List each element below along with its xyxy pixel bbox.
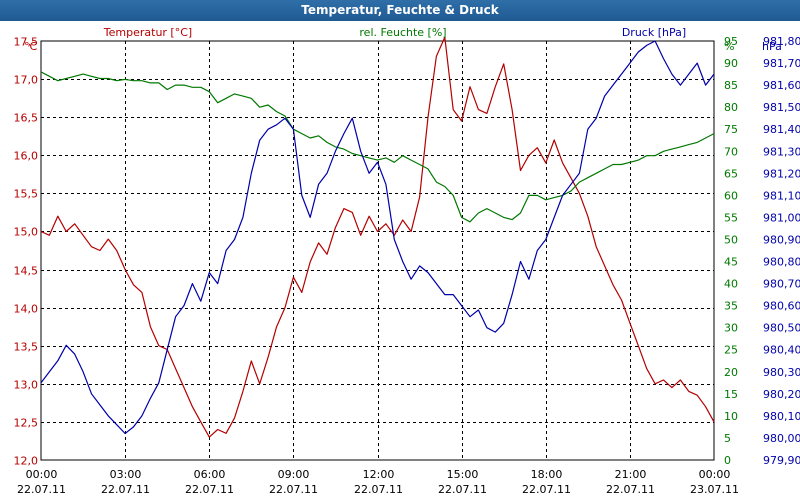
press-tick-label: 980,50 [763,322,800,335]
x-tick-time: 15:00 [447,468,479,481]
chart-svg: 12,0 12,5 13,0 13,5 14,0 14,5 15,0 15,5 16,0 16,5… [14,26,800,496]
hum-tick-label: 25 [724,344,738,357]
press-tick-label: 980,40 [763,344,800,357]
press-tick-label: 980,20 [763,388,800,401]
plot-area-background [40,40,715,461]
x-tick-date: 22.07.11 [438,483,487,496]
legend-temperature: Temperatur [°C] [103,26,192,39]
temp-tick-label: 16,0 [14,150,39,163]
x-tick-date: 22.07.11 [185,483,234,496]
hum-tick-label: 70 [724,145,738,158]
x-tick-time: 00:00 [699,468,731,481]
hum-tick-label: 35 [724,300,738,313]
legend-humidity: rel. Feuchte [%] [359,26,446,39]
x-tick-date: 22.07.11 [606,483,655,496]
humidity-line [40,71,715,223]
hum-tick-label: 40 [724,278,738,291]
hum-tick-label: 85 [724,79,738,92]
x-tick-time: 09:00 [278,468,310,481]
press-tick-label: 979,90 [763,454,800,467]
press-tick-label: 980,80 [763,256,800,269]
hum-tick-label: 95 [724,35,738,48]
hum-tick-label: 15 [724,388,738,401]
temp-tick-label: 12,5 [14,417,39,430]
chart-title: Temperatur, Feuchte & Druck [0,0,800,21]
press-tick-label: 981,80 [763,35,800,48]
temp-tick-label: 13,0 [14,379,39,392]
x-tick-time: 12:00 [363,468,395,481]
x-tick-date: 23.07.11 [690,483,739,496]
press-tick-label: 981,40 [763,123,800,136]
temp-tick-label: 14,5 [14,265,39,278]
temp-tick-label: 17,5 [14,36,39,49]
x-tick-time: 03:00 [110,468,142,481]
legend-pressure: Druck [hPa] [622,26,686,39]
x-tick-date: 22.07.11 [269,483,318,496]
temp-tick-label: 15,0 [14,226,39,239]
hum-tick-label: 90 [724,57,738,70]
press-tick-label: 980,30 [763,366,800,379]
temp-tick-label: 13,5 [14,341,39,354]
x-tick-time: 00:00 [26,468,58,481]
temp-tick-label: 16,5 [14,112,39,125]
hum-tick-label: 20 [724,366,738,379]
hum-tick-label: 50 [724,233,738,246]
press-tick-label: 981,10 [763,189,800,202]
hum-tick-label: 75 [724,123,738,136]
press-tick-label: 981,30 [763,145,800,158]
x-tick-time: 06:00 [194,468,226,481]
x-tick-date: 22.07.11 [101,483,150,496]
hum-tick-label: 5 [724,432,731,445]
temperature-line [40,36,715,438]
axis-labels: 12,0 12,5 13,0 13,5 14,0 14,5 15,0 15,5 16,0 16,5… [14,35,800,496]
press-tick-label: 981,20 [763,167,800,180]
hum-tick-label: 0 [724,454,731,467]
press-axis-unit: hPa [762,40,782,53]
hum-tick-label: 30 [724,322,738,335]
hum-axis-unit: % [724,40,734,53]
temp-axis-unit: °C [24,40,38,53]
temp-tick-label: 14,0 [14,303,39,316]
press-tick-label: 980,90 [763,233,800,246]
grid-lines [41,41,714,460]
press-tick-label: 981,50 [763,101,800,114]
x-tick-time: 21:00 [615,468,647,481]
hum-tick-label: 80 [724,101,738,114]
press-tick-label: 981,70 [763,57,800,70]
temp-tick-label: 12,0 [14,455,39,468]
series-lines [40,36,715,438]
temp-tick-label: 15,5 [14,188,39,201]
x-tick-time: 18:00 [531,468,563,481]
temp-tick-label: 17,0 [14,74,39,87]
press-tick-label: 980,10 [763,410,800,423]
press-tick-label: 980,60 [763,300,800,313]
hum-tick-label: 60 [724,189,738,202]
x-tick-date: 22.07.11 [354,483,403,496]
press-tick-label: 981,00 [763,211,800,224]
press-tick-label: 980,00 [763,432,800,445]
hum-tick-label: 55 [724,211,738,224]
hum-tick-label: 65 [724,167,738,180]
x-tick-date: 22.07.11 [17,483,66,496]
hum-tick-label: 45 [724,256,738,269]
x-tick-date: 22.07.11 [522,483,571,496]
pressure-line [40,40,715,435]
press-tick-label: 981,60 [763,79,800,92]
press-tick-label: 980,70 [763,278,800,291]
hum-tick-label: 10 [724,410,738,423]
